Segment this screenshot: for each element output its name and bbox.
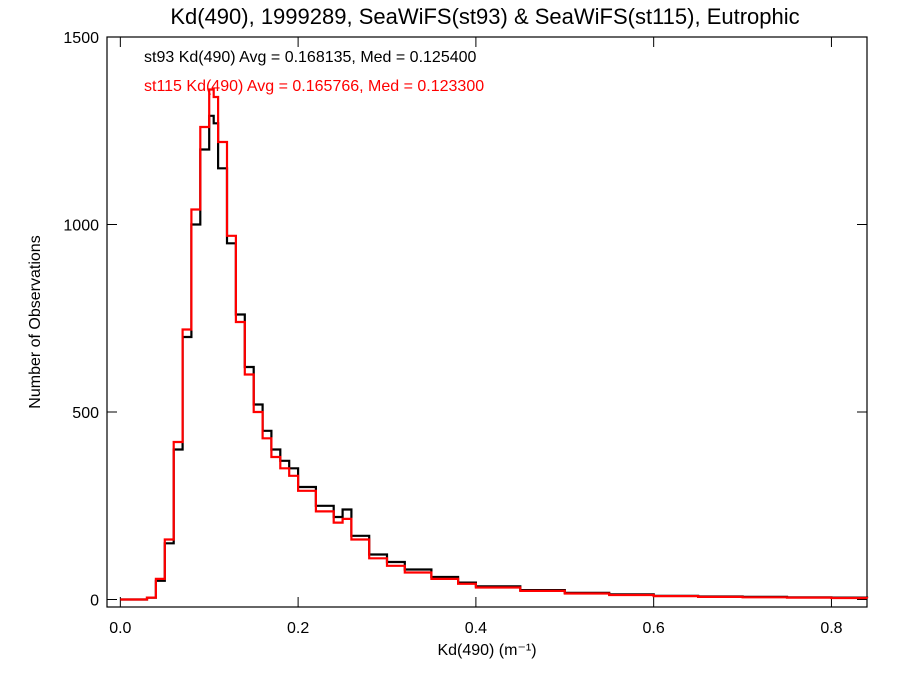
legend-st93: st93 Kd(490) Avg = 0.168135, Med = 0.125… <box>144 49 477 66</box>
x-tick-label: 0.6 <box>643 620 665 637</box>
x-axis-label: Kd(490) (m⁻¹) <box>437 642 536 659</box>
y-tick-label: 1500 <box>63 30 99 47</box>
y-tick-label: 500 <box>72 405 99 422</box>
y-axis-ticks: 0 500 1000 1500 <box>63 30 867 610</box>
x-tick-label: 0.8 <box>820 620 842 637</box>
chart-title: Kd(490), 1999289, SeaWiFS(st93) & SeaWiF… <box>170 4 799 29</box>
plot-frame <box>106 36 868 608</box>
series-group <box>120 88 869 601</box>
y-tick-label: 1000 <box>63 218 99 235</box>
y-axis-label: Number of Observations <box>27 235 44 408</box>
y-tick-label: 0 <box>90 593 99 610</box>
x-tick-label: 0.0 <box>109 620 131 637</box>
series-line-st93 <box>120 114 869 601</box>
x-tick-label: 0.4 <box>465 620 487 637</box>
x-tick-label: 0.2 <box>287 620 309 637</box>
series-line-st115 <box>120 88 869 601</box>
legend-st115: st115 Kd(490) Avg = 0.165766, Med = 0.12… <box>144 78 484 95</box>
x-axis-ticks: 0.0 0.2 0.4 0.6 0.8 <box>109 37 843 637</box>
